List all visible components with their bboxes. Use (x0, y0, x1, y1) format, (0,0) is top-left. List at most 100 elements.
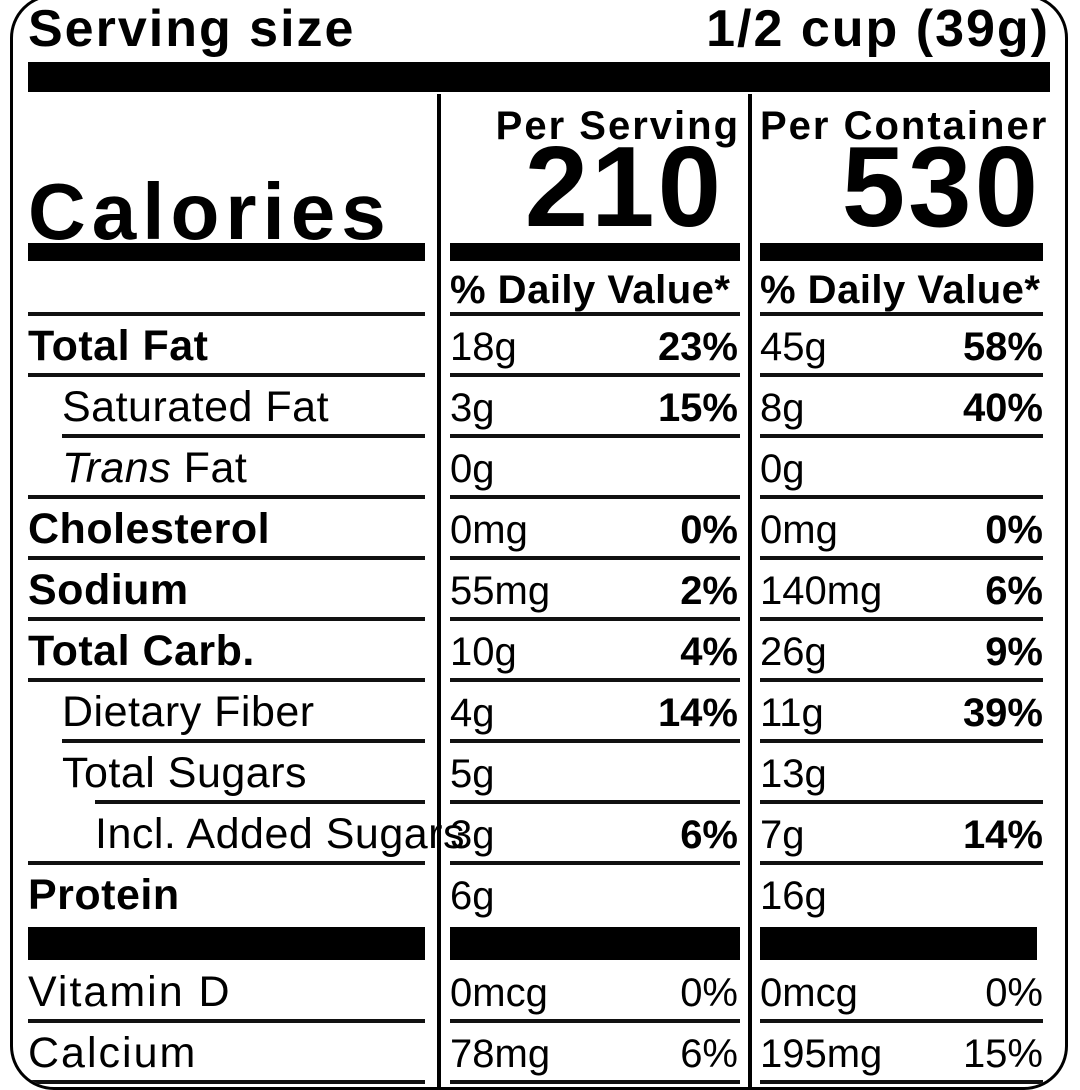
per-serving-daily-value: 2% (680, 568, 738, 613)
nutrient-row: Trans Fat 0g 0g (13, 438, 1065, 499)
nutrient-name: Dietary Fiber (62, 688, 315, 736)
nutrient-row: Dietary Fiber 4g 14% 11g 39% (13, 682, 1065, 743)
hairline (760, 556, 1043, 560)
nutrient-name-cell: Protein (13, 865, 437, 926)
per-serving-daily-value: 23% (657, 324, 738, 369)
value-wrap: 140mg 6% (760, 571, 1043, 611)
per-container-value-cell: 0mcg 0% (748, 962, 1065, 1023)
per-container-daily-value: 0% (985, 970, 1043, 1015)
thick-separator-bar-mid (13, 926, 1065, 962)
calories-underline-bar (28, 243, 425, 261)
per-serving-amount: 0g (450, 446, 495, 491)
nutrient-name: Total Carb. (28, 627, 255, 675)
hairline (450, 800, 740, 804)
per-serving-value-cell: 0mcg 0% (437, 962, 748, 1023)
per-serving-amount: 4g (450, 690, 495, 735)
hairline (450, 1080, 740, 1084)
hairline (450, 373, 740, 377)
value-wrap: 0mcg 0% (450, 973, 738, 1013)
per-container-value-cell: 26g 9% (748, 621, 1065, 682)
value-wrap: 8g 40% (760, 388, 1043, 428)
hairline (450, 617, 740, 621)
per-serving-value-cell: 3g 15% (437, 377, 748, 438)
value-wrap: 11g 39% (760, 693, 1043, 733)
value-wrap: 4g 14% (450, 693, 738, 733)
per-serving-daily-value: 4% (680, 629, 738, 674)
per-container-daily-value: 9% (985, 629, 1043, 674)
value-wrap: 0mcg 0% (760, 973, 1043, 1013)
per-container-amount: 45g (760, 324, 827, 369)
calories-underline-bar (450, 243, 740, 261)
per-serving-daily-value: 14% (657, 690, 738, 735)
per-serving-value-cell: 10g 4% (437, 621, 748, 682)
per-serving-daily-value: 15% (657, 385, 738, 430)
per-container-header: Per Container (760, 104, 1049, 148)
per-serving-value-cell: 4g 14% (437, 682, 748, 743)
hairline (450, 434, 740, 438)
nutrition-facts-label: Serving size 1/2 cup (39g) Calories Per … (10, 0, 1068, 1090)
value-wrap: 195mg 15% (760, 1034, 1043, 1074)
nutrient-row: Vitamin D 0mcg 0% 0mcg 0% (13, 962, 1065, 1023)
nutrient-name-cell: Trans Fat (13, 438, 437, 499)
per-serving-header: Per Serving (495, 104, 740, 148)
nutrient-row: Cholesterol 0mg 0% 0mg 0% (13, 499, 1065, 560)
hairline (760, 434, 1043, 438)
per-serving-amount: 78mg (450, 1031, 551, 1076)
nutrient-name: Trans Fat (62, 444, 248, 492)
nutrient-name: Total Fat (28, 322, 209, 370)
nutrient-row: Total Fat 18g 23% 45g 58% (13, 316, 1065, 377)
nutrient-row: Total Carb. 10g 4% 26g 9% (13, 621, 1065, 682)
nutrient-name-cell: Cholesterol (13, 499, 437, 560)
hairline (760, 373, 1043, 377)
per-container-amount: 0g (760, 446, 805, 491)
per-container-value-cell: 195mg 15% (748, 1023, 1065, 1084)
per-serving-daily-value: 6% (680, 812, 738, 857)
hairline (450, 861, 740, 865)
hairline (28, 312, 425, 316)
nutrient-name-cell: Vitamin D (13, 962, 437, 1023)
per-container-amount: 13g (760, 751, 827, 796)
hairline (28, 373, 425, 377)
value-wrap: 3g 6% (450, 815, 738, 855)
nutrient-row: Total Sugars 5g 13g (13, 743, 1065, 804)
hairline (760, 617, 1043, 621)
hairline (760, 1019, 1043, 1023)
value-wrap: 13g (760, 754, 1043, 794)
nutrient-name-italic-part: Trans (62, 444, 172, 492)
hairline (28, 617, 425, 621)
hairline (28, 495, 425, 499)
hairline (760, 739, 1043, 743)
label-body: Calories Per Serving 210 % Daily Value* … (13, 94, 1065, 1087)
hairline (28, 861, 425, 865)
nutrient-name-cell: Calcium (13, 1023, 437, 1084)
value-wrap: 0mg 0% (450, 510, 738, 550)
per-serving-value-cell: 18g 23% (437, 316, 748, 377)
separator-bar-segment (450, 927, 740, 960)
per-container-daily-value: 39% (962, 690, 1043, 735)
per-serving-value-cell: 6g (437, 865, 748, 926)
value-wrap: 0mg 0% (760, 510, 1043, 550)
nutrient-row: Calcium 78mg 6% 195mg 15% (13, 1023, 1065, 1084)
nutrient-name-cell: Dietary Fiber (13, 682, 437, 743)
per-serving-value-cell: 0g (437, 438, 748, 499)
hairline (760, 678, 1043, 682)
hairline (450, 739, 740, 743)
calories-per-container-value: 530 (841, 124, 1041, 251)
nutrient-row: Incl. Added Sugars 3g 6% 7g 14% (13, 804, 1065, 865)
value-wrap: 26g 9% (760, 632, 1043, 672)
per-serving-daily-value: 0% (680, 507, 738, 552)
value-wrap: 10g 4% (450, 632, 738, 672)
nutrient-name-cell: Total Fat (13, 316, 437, 377)
separator-bar-segment (760, 927, 1037, 960)
per-container-amount: 7g (760, 812, 805, 857)
daily-value-header-serving: % Daily Value* (450, 268, 731, 312)
per-container-daily-value: 58% (962, 324, 1043, 369)
per-serving-amount: 5g (450, 751, 495, 796)
per-container-amount: 140mg (760, 568, 883, 613)
per-serving-amount: 18g (450, 324, 517, 369)
per-container-daily-value: 14% (962, 812, 1043, 857)
per-serving-value-cell: 78mg 6% (437, 1023, 748, 1084)
value-wrap: 45g 58% (760, 327, 1043, 367)
per-container-amount: 8g (760, 385, 805, 430)
calories-label: Calories (28, 167, 392, 256)
